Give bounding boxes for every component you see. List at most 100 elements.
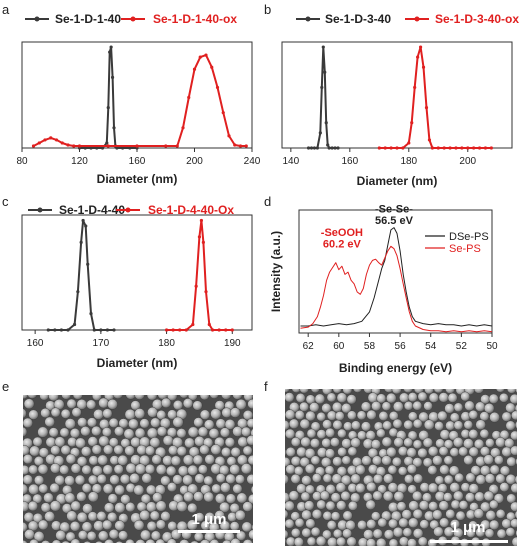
particle [458, 446, 469, 457]
particle [61, 540, 70, 543]
particle [274, 392, 284, 402]
particle [23, 477, 24, 480]
particle [488, 393, 499, 404]
particle [381, 455, 392, 466]
particle [33, 531, 45, 542]
x-tick-label-c: 190 [224, 338, 241, 349]
x-axis-label-d: Binding energy (eV) [339, 361, 452, 375]
particle [69, 521, 81, 532]
particle [324, 465, 335, 476]
particle [70, 463, 82, 474]
particle [39, 395, 50, 401]
particle [229, 407, 241, 418]
particle [398, 446, 409, 457]
particle [428, 501, 439, 511]
particle [397, 376, 407, 386]
particle [484, 528, 495, 539]
particle [37, 426, 49, 438]
particle [319, 490, 330, 501]
scale-bar-f [430, 540, 508, 543]
particle [372, 455, 383, 466]
particle [427, 538, 438, 546]
x-tick-label-a: 200 [186, 156, 203, 167]
particle [489, 519, 500, 531]
particle [408, 500, 420, 512]
particle [515, 389, 517, 394]
legend-label-c-0: Se-1-D-4-40 [59, 203, 125, 217]
particle [301, 475, 312, 486]
x-axis-label-b: Diameter (nm) [357, 174, 438, 188]
particle [357, 520, 367, 530]
particle [299, 457, 310, 468]
particle [485, 438, 495, 448]
particle [50, 407, 61, 418]
particle [193, 417, 204, 428]
particle [28, 483, 40, 495]
particle [332, 419, 343, 430]
series-line-a-1 [33, 54, 247, 147]
particle [285, 537, 287, 545]
series-line-d-1 [300, 245, 493, 333]
particle [474, 491, 485, 502]
particle [325, 427, 335, 438]
particle [236, 530, 247, 541]
particle [155, 464, 167, 475]
particle [398, 517, 409, 528]
particle [427, 376, 437, 386]
particle [155, 519, 166, 530]
particle [285, 432, 286, 437]
particle [242, 539, 253, 543]
particle [103, 444, 114, 455]
particle [285, 409, 296, 420]
data-point-a-0 [109, 45, 113, 49]
data-point-a-0 [121, 146, 125, 150]
panel-label-f: f [264, 379, 268, 394]
particle [406, 464, 417, 475]
particle [514, 404, 517, 413]
data-point-c-1 [204, 290, 208, 294]
particle [285, 518, 295, 529]
panel-label-b: b [264, 2, 271, 17]
particle [342, 528, 352, 539]
particle [473, 508, 484, 519]
particle [93, 409, 104, 420]
particle [306, 536, 317, 546]
particle [91, 425, 102, 437]
particle [203, 491, 214, 503]
particle [315, 535, 327, 546]
particle [489, 464, 500, 475]
particle [295, 393, 306, 403]
particle [48, 395, 59, 402]
particle [108, 417, 119, 428]
particle [285, 474, 289, 485]
particle [60, 444, 71, 456]
data-point-c-1 [164, 328, 169, 332]
particle [241, 426, 252, 437]
particle [41, 540, 51, 543]
particle [495, 389, 505, 393]
particle [149, 437, 161, 448]
particle [403, 389, 414, 393]
particle [346, 536, 357, 546]
x-tick-label-b: 160 [341, 156, 358, 167]
data-point-b-1 [413, 85, 417, 90]
particle [98, 381, 108, 391]
particle [299, 389, 310, 394]
data-point-a-0 [106, 106, 110, 110]
particle [515, 421, 517, 429]
particle [310, 526, 321, 537]
particle [49, 500, 61, 512]
particle [454, 472, 465, 483]
particle [252, 505, 253, 510]
particle [80, 446, 92, 457]
particle [453, 490, 464, 502]
data-point-a-1 [210, 65, 214, 69]
particle [55, 530, 67, 541]
micrograph-e-particles [23, 381, 253, 543]
particle [86, 531, 97, 541]
particle [347, 446, 358, 457]
particle [23, 398, 35, 410]
data-point-c-0 [105, 328, 110, 332]
particle [192, 400, 203, 411]
particle [356, 410, 367, 421]
